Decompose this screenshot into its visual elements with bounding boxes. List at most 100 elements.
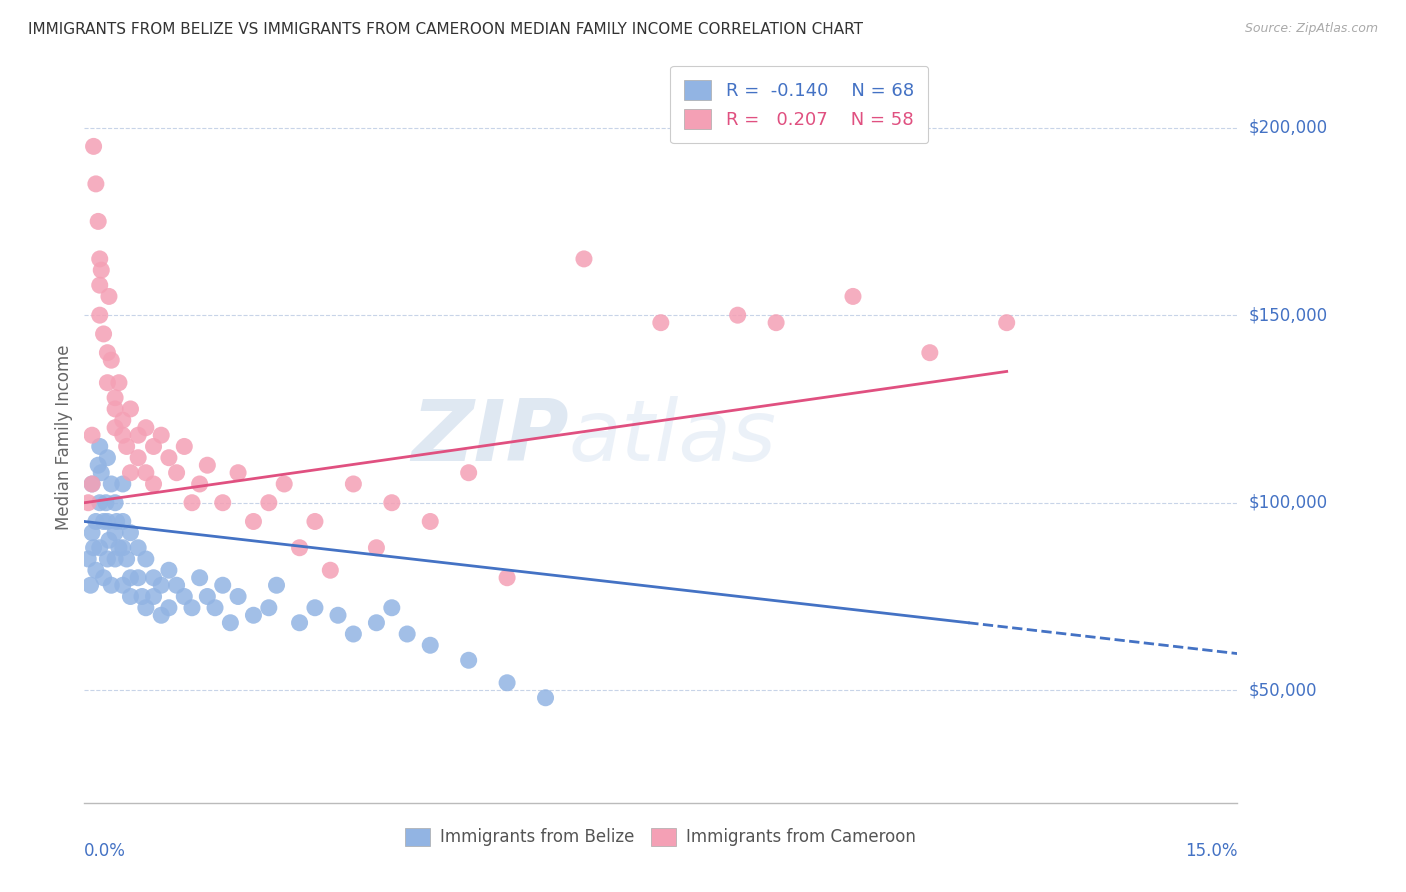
Point	[150, 428, 173, 442]
Text: 15.0%: 15.0%	[1185, 842, 1237, 860]
Point	[496, 675, 519, 690]
Point	[204, 600, 226, 615]
Point	[396, 627, 419, 641]
Point	[89, 541, 111, 555]
Text: $50,000: $50,000	[1249, 681, 1317, 699]
Point	[111, 477, 134, 491]
Point	[242, 515, 264, 529]
Point	[366, 541, 388, 555]
Point	[111, 541, 134, 555]
Point	[96, 450, 118, 465]
Point	[135, 420, 157, 434]
Point	[120, 401, 142, 416]
Point	[534, 690, 557, 705]
Point	[142, 477, 165, 491]
Point	[288, 541, 311, 555]
Point	[419, 638, 441, 652]
Point	[79, 578, 101, 592]
Point	[80, 477, 103, 491]
Point	[90, 263, 112, 277]
Point	[77, 496, 100, 510]
Point	[120, 525, 142, 540]
Point	[104, 391, 127, 405]
Point	[127, 450, 149, 465]
Point	[83, 139, 105, 153]
Point	[173, 440, 195, 454]
Point	[93, 515, 115, 529]
Point	[120, 466, 142, 480]
Point	[87, 458, 110, 473]
Point	[135, 600, 157, 615]
Point	[150, 578, 173, 592]
Point	[342, 477, 364, 491]
Text: 0.0%: 0.0%	[84, 842, 127, 860]
Point	[918, 345, 941, 359]
Point	[304, 600, 326, 615]
Point	[111, 515, 134, 529]
Point	[242, 608, 264, 623]
Point	[100, 353, 122, 368]
Point	[104, 420, 127, 434]
Point	[496, 571, 519, 585]
Point	[89, 308, 111, 322]
Point	[100, 477, 122, 491]
Point	[96, 345, 118, 359]
Text: IMMIGRANTS FROM BELIZE VS IMMIGRANTS FROM CAMEROON MEDIAN FAMILY INCOME CORRELAT: IMMIGRANTS FROM BELIZE VS IMMIGRANTS FRO…	[28, 22, 863, 37]
Point	[97, 289, 120, 303]
Point	[87, 214, 110, 228]
Point	[115, 552, 138, 566]
Point	[166, 466, 188, 480]
Text: $100,000: $100,000	[1249, 494, 1327, 512]
Point	[89, 278, 111, 293]
Point	[127, 541, 149, 555]
Point	[131, 590, 153, 604]
Text: ZIP: ZIP	[411, 395, 568, 479]
Text: $150,000: $150,000	[1249, 306, 1327, 324]
Point	[419, 515, 441, 529]
Point	[84, 515, 107, 529]
Point	[304, 515, 326, 529]
Point	[108, 376, 131, 390]
Point	[77, 552, 100, 566]
Point	[90, 466, 112, 480]
Point	[111, 578, 134, 592]
Point	[94, 496, 117, 510]
Point	[142, 590, 165, 604]
Point	[96, 552, 118, 566]
Point	[326, 608, 349, 623]
Point	[80, 428, 103, 442]
Point	[273, 477, 295, 491]
Point	[150, 608, 173, 623]
Point	[80, 525, 103, 540]
Point	[83, 541, 105, 555]
Point	[188, 571, 211, 585]
Point	[89, 440, 111, 454]
Point	[288, 615, 311, 630]
Point	[108, 541, 131, 555]
Point	[366, 615, 388, 630]
Point	[342, 627, 364, 641]
Point	[135, 552, 157, 566]
Point	[93, 571, 115, 585]
Point	[127, 571, 149, 585]
Point	[727, 308, 749, 322]
Point	[142, 440, 165, 454]
Point	[219, 615, 242, 630]
Point	[173, 590, 195, 604]
Point	[381, 496, 404, 510]
Point	[257, 496, 280, 510]
Point	[142, 571, 165, 585]
Point	[96, 376, 118, 390]
Point	[93, 326, 115, 341]
Point	[96, 515, 118, 529]
Point	[842, 289, 865, 303]
Point	[257, 600, 280, 615]
Point	[457, 466, 479, 480]
Point	[572, 252, 595, 266]
Point	[650, 316, 672, 330]
Point	[457, 653, 479, 667]
Point	[115, 440, 138, 454]
Point	[111, 413, 134, 427]
Point	[104, 552, 127, 566]
Point	[157, 600, 180, 615]
